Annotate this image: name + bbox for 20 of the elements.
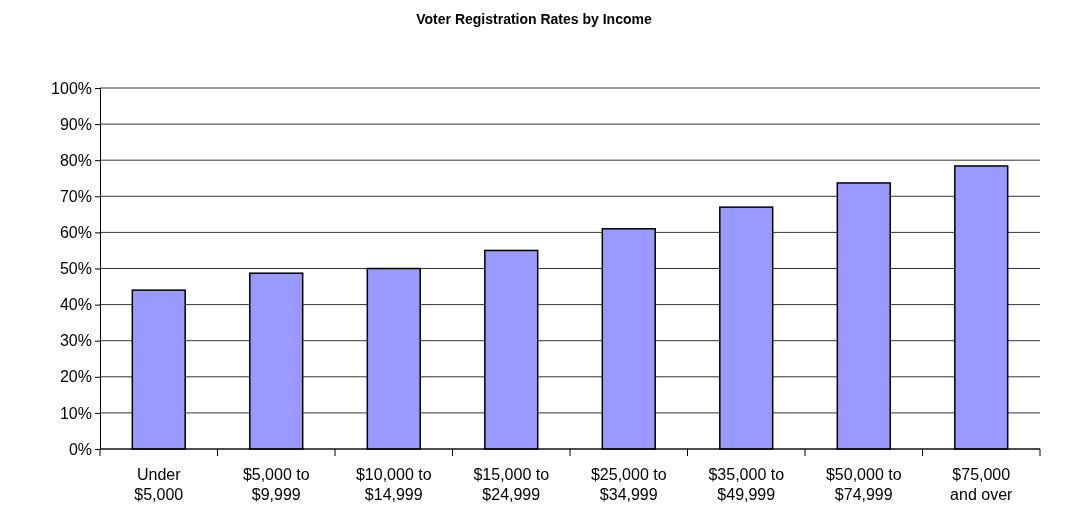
x-tick-label: $35,000 to $49,999 (708, 466, 785, 503)
y-tick-label: 90% (59, 115, 92, 133)
y-tick-label: 80% (59, 151, 92, 169)
y-tick-label: 10% (59, 404, 92, 422)
y-tick-label: 0% (68, 440, 92, 458)
y-tick-label: 30% (59, 332, 92, 350)
y-tick-label: 20% (59, 368, 92, 386)
x-tick-label: $10,000 to $14,999 (355, 466, 432, 503)
x-tick-label: Under $5,000 (134, 466, 184, 503)
x-tick-label: $75,000 and over (950, 466, 1014, 503)
x-tick-label: $15,000 to $24,999 (473, 466, 550, 503)
x-tick-label: $50,000 to $74,999 (825, 466, 902, 503)
x-tick-label: $5,000 to $9,999 (242, 466, 310, 503)
y-tick-label: 60% (59, 224, 92, 242)
y-tick-label: 40% (59, 296, 92, 314)
y-tick-label: 70% (59, 187, 92, 205)
x-tick-label: $25,000 to $34,999 (590, 466, 667, 503)
y-tick-label: 100% (51, 79, 92, 97)
chart-title: Voter Registration Rates by Income (416, 11, 652, 27)
y-tick-label: 50% (59, 260, 92, 278)
